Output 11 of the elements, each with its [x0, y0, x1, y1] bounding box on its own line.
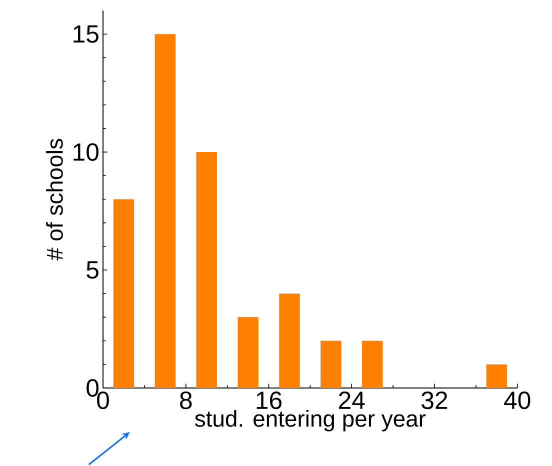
x-axis-title: stud. entering per year: [195, 410, 426, 432]
y-axis-title: # of schools: [46, 138, 63, 260]
x-tick-label: 8: [180, 391, 192, 410]
x-tick-label: 32: [422, 391, 448, 410]
y-tick-label: 5: [86, 261, 98, 279]
x-tick-label: 24: [339, 391, 365, 409]
x-tick-label: 16: [256, 391, 282, 410]
y-tick-label: 10: [74, 143, 99, 161]
x-tick-label: 40: [504, 391, 530, 410]
y-tick-label: 0: [86, 379, 99, 397]
y-tick-label: 15: [74, 25, 98, 43]
